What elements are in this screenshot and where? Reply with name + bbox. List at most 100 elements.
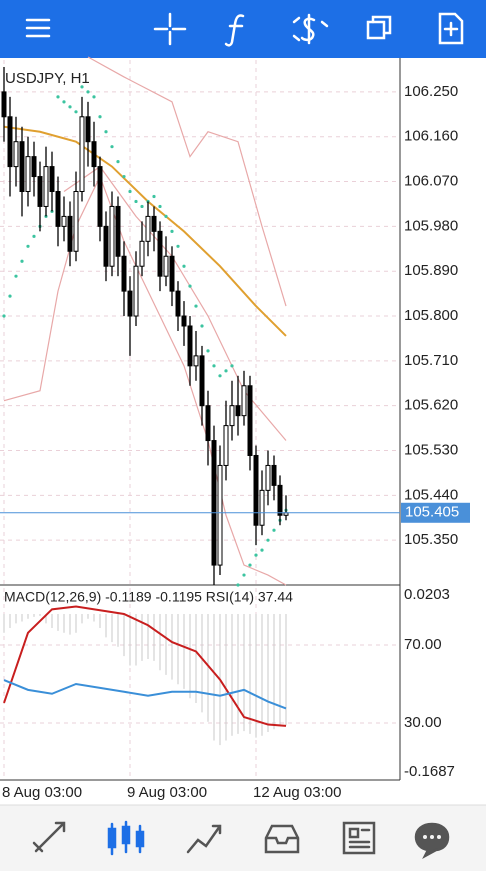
sar-dot	[14, 274, 18, 278]
price-tick-label: 106.070	[404, 173, 458, 190]
candle-body	[175, 290, 181, 317]
indicator-title: MACD(12,26,9) -0.1189 -0.1195 RSI(14) 37…	[4, 589, 293, 605]
quotes-tab[interactable]	[32, 821, 66, 853]
chat-tab[interactable]	[414, 822, 450, 860]
sar-dot	[230, 364, 234, 368]
sar-dot	[26, 244, 30, 248]
sar-dot	[128, 189, 132, 194]
sar-dot	[62, 100, 66, 104]
price-tick-label: 105.440	[404, 486, 458, 503]
chart-tab[interactable]	[107, 820, 145, 856]
chart-area: 106.250 106.160 106.070 105.980 105.890 105.8…	[0, 56, 470, 801]
candle-body	[187, 325, 193, 367]
sar-dot	[200, 324, 204, 328]
candle-body	[121, 255, 127, 292]
candle-body	[91, 141, 97, 168]
sar-dot	[98, 115, 102, 119]
price-tick-label: 105.800	[404, 307, 458, 324]
candle-body	[85, 116, 91, 143]
sar-dot	[254, 553, 258, 557]
indicator-line	[3, 175, 287, 586]
candle-body	[37, 176, 43, 207]
candle-body	[145, 215, 151, 242]
current-price-box	[401, 502, 470, 523]
toolbar	[0, 0, 486, 58]
sar-dot	[8, 294, 12, 298]
sar-dot	[218, 374, 222, 378]
sar-dot	[140, 204, 144, 209]
sar-dot	[80, 85, 84, 89]
current-price-label: 105.405	[405, 504, 459, 521]
candle-body	[253, 454, 259, 526]
sar-dot	[170, 229, 174, 233]
sar-dot	[236, 583, 240, 587]
news-tab[interactable]	[342, 821, 376, 855]
symbol-button[interactable]	[292, 13, 329, 45]
candle-body	[229, 405, 235, 427]
candle-body	[31, 156, 37, 178]
sar-dot	[194, 304, 198, 308]
price-tick-label: 105.350	[404, 531, 458, 548]
candle-body	[271, 464, 277, 486]
sar-dot	[2, 314, 6, 318]
price-tick-label: 105.710	[404, 352, 458, 369]
history-tab[interactable]	[264, 824, 300, 854]
windows-button[interactable]	[366, 15, 392, 40]
candle-body	[205, 405, 211, 442]
candle-body	[109, 205, 115, 267]
sar-dot	[20, 259, 24, 263]
candle-body	[157, 230, 163, 277]
price-tick-label: 106.250	[404, 83, 458, 100]
candle-body	[127, 290, 133, 317]
price-tick-label: 105.530	[404, 441, 458, 458]
candle-body	[277, 484, 283, 516]
time-tick-label: 12 Aug 03:00	[253, 784, 341, 801]
candle-body	[139, 240, 145, 267]
candle-body	[13, 141, 19, 168]
sar-dot	[212, 364, 216, 368]
indicator-tick-label: 0.0203	[404, 586, 450, 603]
bottom-nav	[0, 805, 486, 871]
price-tick-label: 106.160	[404, 128, 458, 145]
sar-dot	[188, 284, 192, 288]
candle-body	[223, 425, 229, 466]
candle-body	[241, 385, 247, 417]
sar-dot	[116, 160, 120, 164]
sar-dot	[122, 174, 126, 179]
candle-body	[181, 315, 187, 327]
sar-dot	[56, 95, 60, 99]
candle-body	[61, 215, 67, 227]
sar-dot	[110, 145, 114, 149]
indicators-button[interactable]	[224, 14, 245, 47]
price-tick-label: 105.980	[404, 217, 458, 234]
candle-body	[265, 464, 271, 491]
new-order-button[interactable]	[438, 12, 464, 45]
sar-dot	[158, 204, 162, 209]
sar-dot	[146, 199, 150, 204]
sar-dot	[32, 234, 36, 238]
sar-dot	[266, 538, 270, 542]
time-tick-label: 9 Aug 03:00	[127, 784, 207, 801]
candle-body	[55, 190, 61, 227]
candle-body	[217, 464, 223, 566]
candle-body	[1, 91, 7, 118]
candle-body	[259, 489, 265, 526]
indicator-tick-label: 30.00	[404, 714, 442, 731]
menu-button[interactable]	[25, 18, 51, 38]
trade-tab[interactable]	[186, 824, 222, 854]
candle-body	[133, 265, 139, 317]
sar-dot	[164, 214, 168, 219]
chart-title: USDJPY, H1	[5, 70, 90, 87]
candle-body	[193, 355, 199, 367]
sar-dot	[74, 110, 78, 114]
sar-dot	[68, 105, 72, 109]
sar-dot	[248, 563, 252, 567]
candle-body	[151, 215, 157, 232]
time-tick-label: 8 Aug 03:00	[2, 784, 82, 801]
price-tick-label: 105.620	[404, 397, 458, 414]
crosshair-button[interactable]	[153, 12, 187, 46]
sar-dot	[206, 349, 210, 353]
candle-body	[67, 215, 73, 252]
sar-dot	[272, 528, 276, 532]
candle-body	[211, 440, 217, 566]
